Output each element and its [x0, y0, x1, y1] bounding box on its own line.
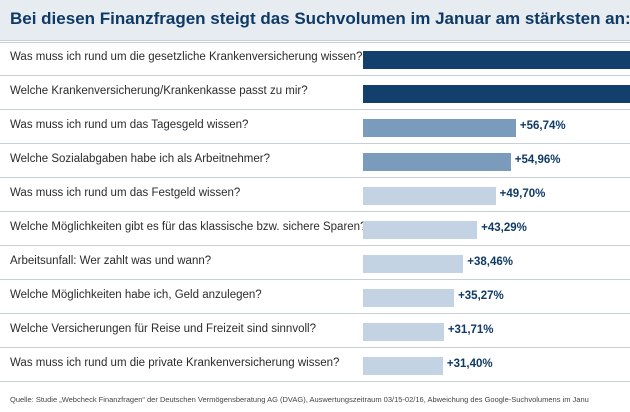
row-divider	[0, 211, 630, 212]
row-divider	[0, 177, 630, 178]
bar-row: Welche Möglichkeiten gibt es für das kla…	[0, 212, 630, 246]
category-label: Welche Krankenversicherung/Krankenkasse …	[10, 85, 308, 97]
row-divider	[0, 381, 630, 382]
category-label: Arbeitsunfall: Wer zahlt was und wann?	[10, 255, 212, 267]
bar	[363, 119, 516, 137]
category-label: Welche Versicherungen für Reise und Frei…	[10, 323, 316, 335]
row-divider	[0, 42, 630, 43]
category-label: Was muss ich rund um das Tagesgeld wisse…	[10, 119, 249, 131]
row-divider	[0, 143, 630, 144]
row-divider	[0, 245, 630, 246]
bar-row: Welche Sozialabgaben habe ich als Arbeit…	[0, 144, 630, 178]
bar	[363, 221, 478, 239]
chart-header: Bei diesen Finanzfragen steigt das Suchv…	[0, 0, 630, 41]
value-label: +43,29%	[481, 222, 527, 234]
bar-row: Was muss ich rund um die gesetzliche Kra…	[0, 42, 630, 76]
bar	[363, 255, 464, 273]
row-divider	[0, 279, 630, 280]
bar	[363, 323, 444, 341]
row-divider	[0, 109, 630, 110]
bar-row: Welche Möglichkeiten habe ich, Geld anzu…	[0, 280, 630, 314]
bar-row: Was muss ich rund um die private Kranken…	[0, 348, 630, 382]
category-label: Was muss ich rund um die private Kranken…	[10, 357, 340, 369]
row-divider	[0, 75, 630, 76]
bar-chart: Was muss ich rund um die gesetzliche Kra…	[0, 42, 630, 383]
value-label: +31,40%	[446, 358, 493, 370]
chart-title: Bei diesen Finanzfragen steigt das Suchv…	[10, 9, 630, 28]
bar	[363, 51, 630, 69]
row-divider	[0, 347, 630, 348]
category-label: Was muss ich rund um die gesetzliche Kra…	[10, 51, 363, 63]
value-label: +35,27%	[458, 290, 504, 302]
value-label: +49,70%	[499, 188, 546, 200]
bar	[363, 289, 455, 307]
category-label: Was muss ich rund um das Festgeld wissen…	[10, 187, 241, 199]
row-divider	[0, 313, 630, 314]
category-label: Welche Sozialabgaben habe ich als Arbeit…	[10, 153, 270, 165]
bar-row: Was muss ich rund um das Tagesgeld wisse…	[0, 110, 630, 144]
value-label: +38,46%	[467, 256, 513, 268]
value-label: +31,71%	[447, 324, 494, 336]
bar	[363, 187, 496, 205]
bar	[363, 357, 443, 375]
bar-row: Arbeitsunfall: Wer zahlt was und wann? +3…	[0, 246, 630, 280]
bar	[363, 153, 511, 171]
category-label: Welche Möglichkeiten habe ich, Geld anzu…	[10, 289, 262, 301]
bar-row: Welche Krankenversicherung/Krankenkasse …	[0, 76, 630, 110]
bar	[363, 85, 630, 103]
bar-row: Welche Versicherungen für Reise und Frei…	[0, 314, 630, 348]
value-label: +54,96%	[514, 154, 561, 166]
source-note: Quelle: Studie „Webcheck Finanzfragen“ d…	[10, 395, 589, 404]
bar-row: Was muss ich rund um das Festgeld wissen…	[0, 178, 630, 212]
value-label: +56,74%	[519, 120, 566, 132]
category-label: Welche Möglichkeiten gibt es für das kla…	[10, 221, 367, 233]
